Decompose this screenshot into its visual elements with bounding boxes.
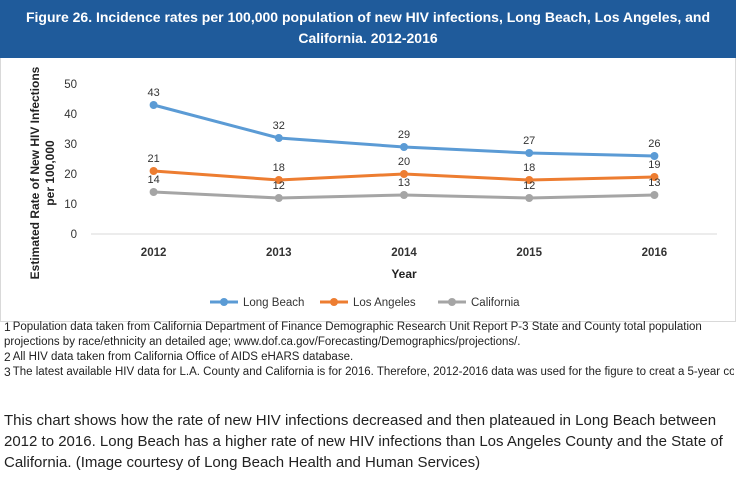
footnote-number: 2 [4, 350, 11, 364]
footnote-text: The latest available HIV data for L.A. C… [12, 366, 734, 378]
data-label-california: 12 [523, 180, 535, 192]
data-point-long-beach [650, 152, 659, 160]
data-label-los-angeles: 18 [523, 162, 535, 174]
data-label-california: 13 [398, 177, 410, 189]
y-tick-label: 30 [64, 139, 77, 151]
data-label-california: 14 [147, 174, 159, 186]
footnote-3: 3 The latest available HIV data for L.A. … [4, 365, 734, 380]
data-point-los-angeles [274, 176, 283, 184]
data-label-long-beach: 29 [398, 129, 410, 141]
data-label-los-angeles: 19 [648, 159, 660, 171]
legend-marker-california [448, 298, 456, 306]
footnote-number: 1 [4, 320, 11, 334]
data-point-long-beach [400, 143, 408, 151]
chart-area: 0 10 20 30 40 50 2012 2013 2014 2015 2016 Year Estim… [0, 58, 736, 322]
footnotes: 1 Population data taken from California D… [4, 320, 734, 380]
data-point-los-angeles [400, 170, 408, 178]
data-label-long-beach: 32 [273, 120, 285, 132]
chart-title: Figure 26. Incidence rates per 100,000 p… [0, 0, 736, 58]
footnote-text: All HIV data taken from California Offic… [12, 351, 354, 363]
y-tick-label: 50 [64, 79, 77, 91]
data-point-los-angeles [650, 173, 659, 181]
legend-label-los-angeles: Los Angeles [353, 297, 416, 309]
data-label-los-angeles: 20 [398, 156, 410, 168]
x-tick-label: 2013 [266, 247, 292, 259]
legend-label-long-beach: Long Beach [243, 297, 304, 309]
y-tick-label: 40 [64, 109, 77, 121]
footnote-text: Population data taken from California De… [4, 321, 702, 348]
legend-label-california: California [471, 297, 520, 309]
data-label-california: 12 [273, 180, 285, 192]
data-point-california [650, 191, 659, 199]
x-tick-label: 2015 [516, 247, 542, 259]
footnote-2: 2 All HIV data taken from California Offi… [4, 350, 734, 365]
data-label-los-angeles: 21 [147, 153, 159, 165]
data-label-long-beach: 26 [648, 138, 660, 150]
data-point-california [525, 194, 534, 202]
footnote-number: 3 [4, 365, 11, 379]
footnote-1: 1 Population data taken from California D… [4, 320, 734, 350]
y-tick-label: 0 [71, 229, 77, 241]
y-axis-title: Estimated Rate of New HIV Infectionsper … [28, 66, 57, 279]
figure-caption: This chart shows how the rate of new HIV… [4, 412, 723, 471]
data-point-long-beach [149, 101, 158, 109]
data-point-los-angeles [149, 167, 158, 175]
data-label-california: 13 [648, 177, 660, 189]
data-label-long-beach: 43 [147, 87, 159, 99]
legend-marker-los-angeles [330, 298, 338, 306]
x-tick-label: 2012 [141, 247, 167, 259]
legend-marker-long-beach [220, 298, 228, 306]
data-label-los-angeles: 18 [273, 162, 285, 174]
data-point-los-angeles [525, 176, 534, 184]
x-axis-title: Year [391, 267, 417, 281]
x-tick-label: 2016 [642, 247, 668, 259]
data-point-california [400, 191, 408, 199]
data-point-long-beach [274, 134, 283, 142]
x-tick-label: 2014 [391, 247, 417, 259]
data-point-long-beach [525, 149, 534, 157]
data-point-california [149, 188, 158, 196]
data-point-california [274, 194, 283, 202]
data-label-long-beach: 27 [523, 135, 535, 147]
y-tick-label: 10 [64, 199, 77, 211]
y-tick-label: 20 [64, 169, 77, 181]
